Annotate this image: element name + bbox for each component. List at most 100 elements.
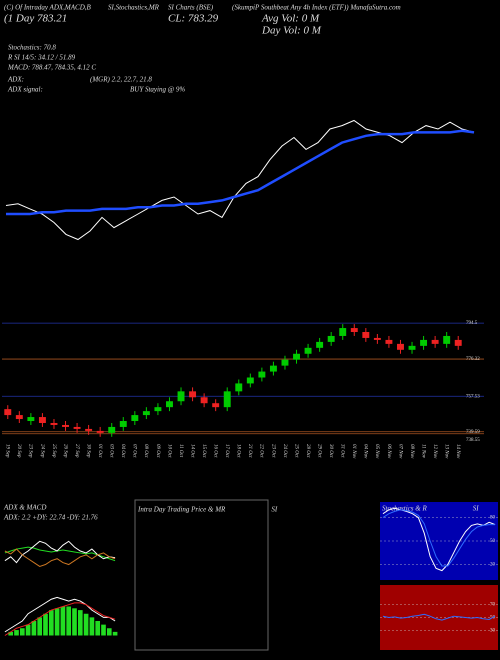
- y-tick-label: 794.5: [466, 321, 478, 326]
- series-line: [382, 613, 496, 621]
- x-tick-label: 14 Oct: [189, 444, 194, 458]
- candle-body: [281, 359, 289, 366]
- series-line: [4, 596, 116, 633]
- candle-body: [108, 426, 116, 433]
- x-tick-label: 31 Oct: [340, 444, 345, 458]
- header-text: (C) Of Intraday ADX,MACD,B: [4, 4, 91, 12]
- histogram-bar: [95, 621, 101, 636]
- candle-body: [142, 411, 150, 416]
- close-text: CL: 783.29: [168, 13, 219, 25]
- candle-body: [339, 328, 347, 336]
- candle-body: [27, 417, 35, 422]
- series-line: [6, 129, 475, 216]
- candle-body: [385, 339, 393, 344]
- candle-body: [269, 365, 277, 372]
- x-tick-label: 05 Nov: [374, 444, 379, 459]
- candle-body: [85, 428, 93, 431]
- x-tick-label: 24 Sep: [39, 444, 44, 458]
- y-tick-label: 50: [490, 539, 496, 544]
- x-tick-label: 07 Oct: [132, 444, 137, 458]
- x-tick-label: 23 Sep: [28, 444, 33, 458]
- candle-body: [397, 343, 404, 350]
- day-vol: Day Vol: 0 M: [261, 25, 322, 37]
- histogram-bar: [106, 628, 112, 636]
- candle-body: [50, 422, 58, 425]
- candle-body: [408, 345, 416, 350]
- histogram-bar: [60, 606, 66, 636]
- x-tick-label: 29 Oct: [316, 444, 321, 458]
- adx-value: (MGR) 2.2, 22.7, 21.8: [90, 76, 152, 84]
- candle-body: [235, 383, 243, 392]
- candle-body: [212, 403, 220, 408]
- y-tick-label: 738.55: [466, 438, 480, 443]
- x-tick-label: 20 Sep: [16, 444, 21, 458]
- candle-body: [246, 377, 254, 384]
- macd-text: MACD: 788.47, 784.35, 4.12 C: [7, 64, 96, 72]
- histogram-bar: [19, 628, 25, 636]
- candle-body: [293, 353, 300, 360]
- histogram-bar: [112, 631, 118, 636]
- panel-subtitle: SI: [473, 505, 480, 513]
- intraday-box: [134, 499, 269, 651]
- series-line: [5, 119, 475, 241]
- x-tick-label: 09 Oct: [155, 444, 160, 458]
- x-tick-label: 21 Oct: [247, 444, 252, 458]
- candle-body: [15, 415, 23, 420]
- rsi-text: R SI 14/5: 34.12 / 51.89: [7, 54, 76, 62]
- adx-text: ADX:: [7, 76, 24, 84]
- stoch-text: Stochastics: 70.8: [8, 44, 56, 52]
- candle-body: [62, 424, 69, 427]
- candle-body: [223, 391, 231, 408]
- x-tick-label: 14 Nov: [455, 444, 460, 459]
- y-tick-label: 50: [490, 616, 496, 621]
- x-tick-label: 11 Nov: [420, 444, 425, 459]
- candle-body: [38, 417, 46, 423]
- histogram-bar: [31, 621, 37, 636]
- x-tick-label: 30 Sep: [85, 444, 90, 458]
- candle-body: [431, 339, 439, 344]
- header-text: SI,Stochastics,MR: [108, 4, 160, 12]
- x-tick-label: 08 Nov: [409, 444, 414, 459]
- x-tick-label: 18 Oct: [236, 444, 241, 458]
- x-tick-label: 23 Oct: [270, 444, 275, 458]
- candle-body: [73, 426, 81, 429]
- x-tick-label: 04 Nov: [363, 444, 368, 459]
- panel-title: Intra Day Trading Price & MR: [137, 506, 226, 514]
- header-text: SI Charts (BSE): [168, 4, 214, 12]
- histogram-bar: [101, 624, 106, 636]
- histogram-bar: [14, 630, 19, 636]
- x-tick-label: 03 Oct: [109, 444, 114, 458]
- panel-background: [380, 502, 498, 580]
- adx-signal-value: BUY Staying @ 9%: [130, 86, 185, 94]
- x-tick-label: 17 Oct: [224, 444, 229, 458]
- avg-vol: Avg Vol: 0 M: [261, 13, 320, 25]
- x-tick-label: 30 Oct: [328, 444, 333, 458]
- series-line: [4, 548, 116, 568]
- x-tick-label: 10 Oct: [166, 444, 171, 458]
- candle-body: [316, 341, 324, 348]
- candle-body: [373, 337, 381, 340]
- candle-body: [350, 328, 358, 333]
- candle-body: [258, 371, 266, 378]
- panel-title: Stochastics & R: [382, 505, 427, 513]
- candle-body: [362, 332, 370, 338]
- histogram-bar: [8, 631, 14, 636]
- x-tick-label: 15 Oct: [201, 444, 206, 458]
- candle-body: [327, 335, 335, 342]
- histogram-bar: [43, 613, 48, 636]
- panel-subtitle: ADX: 2.2 +DY: 22.74 -DY: 21.76: [3, 514, 98, 522]
- panel-subtitle: SI: [271, 506, 278, 514]
- histogram-bar: [83, 613, 89, 636]
- candle-body: [177, 391, 185, 402]
- x-tick-label: 06 Nov: [386, 444, 391, 459]
- y-tick-label: 30: [490, 629, 496, 634]
- histogram-bar: [66, 606, 72, 636]
- candle-body: [189, 391, 197, 398]
- x-tick-label: 25 Oct: [293, 444, 298, 458]
- x-tick-label: 27 Sep: [74, 444, 79, 458]
- x-tick-label: 19 Sep: [5, 444, 10, 458]
- histogram-bar: [25, 624, 31, 636]
- x-tick-label: 22 Oct: [259, 444, 264, 458]
- histogram-bar: [89, 617, 95, 636]
- candle-body: [131, 415, 139, 422]
